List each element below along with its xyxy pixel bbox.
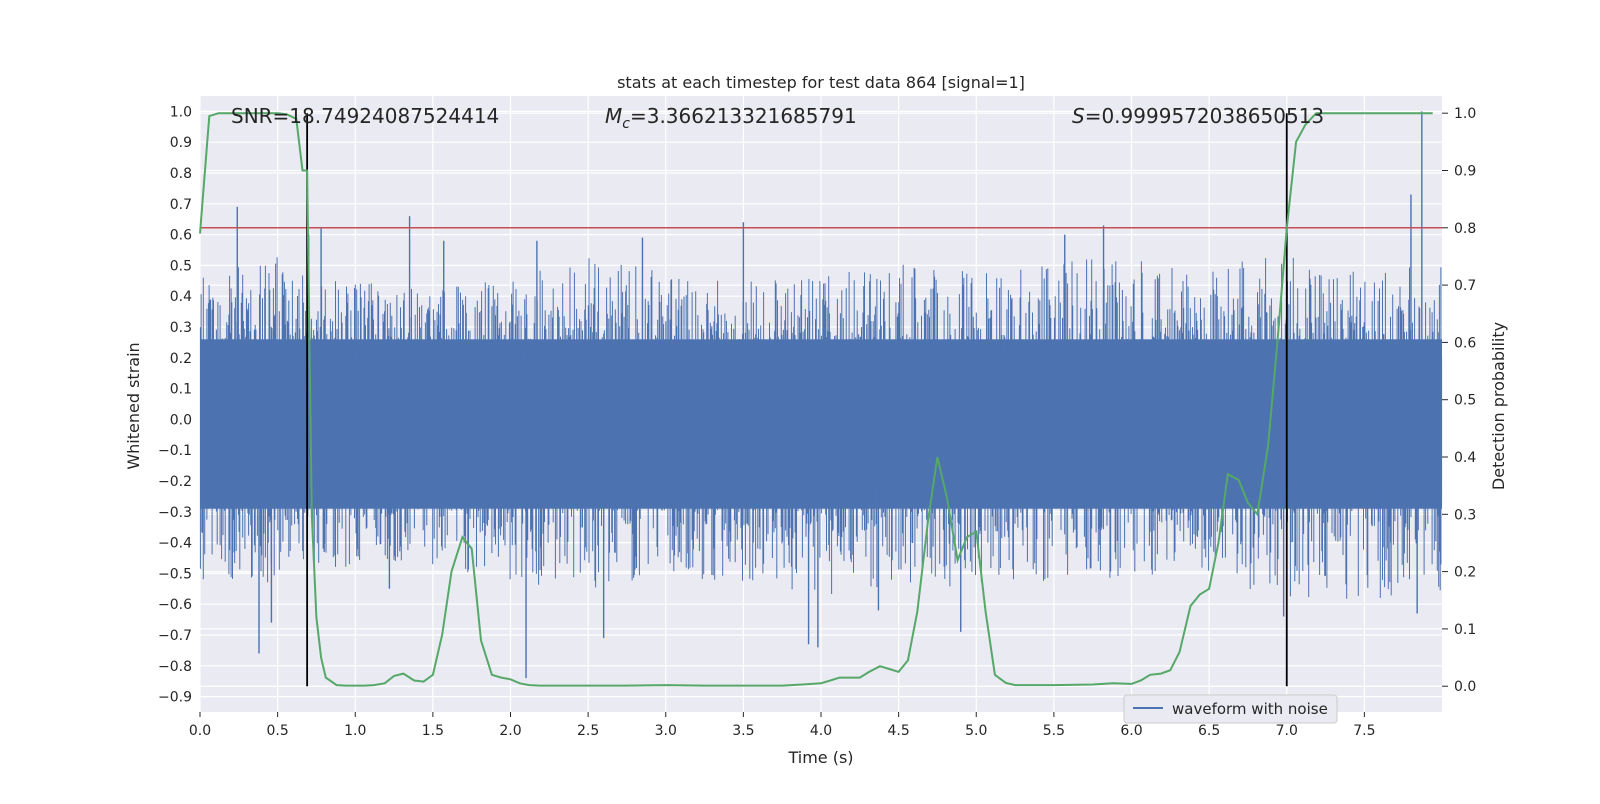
y-left-tick-label: −0.4 (158, 536, 192, 552)
y-left-tick-label: 0.3 (170, 320, 192, 336)
legend-label: waveform with noise (1172, 700, 1328, 718)
chart-title: stats at each timestep for test data 864… (617, 73, 1025, 92)
y-right-tick-label: 0.4 (1454, 450, 1476, 466)
y-left-tick-label: −0.9 (158, 690, 192, 706)
y-left-tick-label: −0.8 (158, 659, 192, 675)
y-left-tick-label: 0.6 (170, 228, 192, 244)
y-right-tick-label: 0.3 (1454, 507, 1476, 523)
x-tick-label: 0.0 (189, 723, 211, 739)
y-left-tick-label: −0.6 (158, 597, 192, 613)
x-tick-label: 5.5 (1043, 723, 1065, 739)
chirp-mass-subscript: c (622, 116, 630, 132)
y-left-tick-label: 0.0 (170, 412, 192, 428)
y-right-tick-label: 1.0 (1454, 106, 1476, 122)
x-axis-label: Time (s) (787, 748, 853, 767)
x-tick-label: 7.0 (1276, 723, 1298, 739)
y-left-tick-label: 1.0 (170, 104, 192, 120)
chirp-mass-value: =3.366213321685791 (630, 104, 857, 128)
y-left-tick-label: 0.8 (170, 166, 192, 182)
y-left-tick-label: −0.7 (158, 628, 192, 644)
y-left-tick-label: −0.1 (158, 443, 192, 459)
y-left-tick-label: −0.3 (158, 505, 192, 521)
y-left-tick-label: 0.7 (170, 197, 192, 213)
x-tick-label: 2.5 (577, 723, 599, 739)
chirp-mass-annotation: Mc=3.366213321685791 (605, 104, 857, 132)
y-right-axis-ticks: 1.0 0.9 0.8 0.7 0.6 0.5 0.4 0.3 0.2 0.1 0.0 (1442, 106, 1476, 695)
x-tick-label: 2.0 (499, 723, 521, 739)
y-left-tick-label: 0.1 (170, 382, 192, 398)
y-left-tick-label: −0.5 (158, 566, 192, 582)
score-symbol: S (1072, 104, 1085, 128)
y-right-tick-label: 0.6 (1454, 335, 1476, 351)
waveform-series (199, 111, 1443, 679)
y-right-tick-label: 0.7 (1454, 278, 1476, 294)
x-tick-label: 3.0 (655, 723, 677, 739)
probability-series (199, 112, 1433, 687)
legend-box (1123, 694, 1338, 724)
y-left-tick-label: 0.5 (170, 258, 192, 274)
y-left-axis-label: Whitened strain (124, 342, 143, 469)
y-left-tick-label: −0.2 (158, 474, 192, 490)
y-right-axis-label: Detection probability (1489, 322, 1508, 490)
snr-annotation: SNR=18.74924087524414 (231, 104, 499, 128)
x-tick-label: 4.5 (887, 723, 909, 739)
y-right-tick-label: 0.9 (1454, 163, 1476, 179)
x-tick-label: 6.0 (1120, 723, 1142, 739)
y-left-axis-ticks: 1.0 0.9 0.8 0.7 0.6 0.5 0.4 0.3 0.2 0.1 0.0 −0.1 −0.… (158, 104, 192, 705)
x-tick-label: 0.5 (266, 723, 288, 739)
y-right-tick-label: 0.2 (1454, 565, 1476, 581)
y-left-tick-label: 0.2 (170, 351, 192, 367)
y-right-tick-label: 0.1 (1454, 622, 1476, 638)
x-tick-label: 1.5 (422, 723, 444, 739)
y-left-tick-label: 0.9 (170, 135, 192, 151)
x-tick-label: 4.0 (810, 723, 832, 739)
y-left-tick-label: 0.4 (170, 289, 192, 305)
score-annotation: S=0.9999572038650513 (1072, 104, 1324, 128)
waveform-noise-path (199, 257, 1443, 599)
x-tick-label: 7.5 (1353, 723, 1375, 739)
y-right-tick-label: 0.8 (1454, 221, 1476, 237)
probability-line (199, 112, 1433, 687)
chirp-mass-symbol: M (605, 104, 622, 128)
x-tick-label: 5.0 (965, 723, 987, 739)
score-value: =0.9999572038650513 (1085, 104, 1324, 128)
x-tick-label: 1.0 (344, 723, 366, 739)
x-tick-label: 6.5 (1198, 723, 1220, 739)
legend: waveform with noise (1123, 694, 1338, 724)
x-tick-label: 3.5 (732, 723, 754, 739)
y-right-tick-label: 0.0 (1454, 679, 1476, 695)
y-right-tick-label: 0.5 (1454, 393, 1476, 409)
